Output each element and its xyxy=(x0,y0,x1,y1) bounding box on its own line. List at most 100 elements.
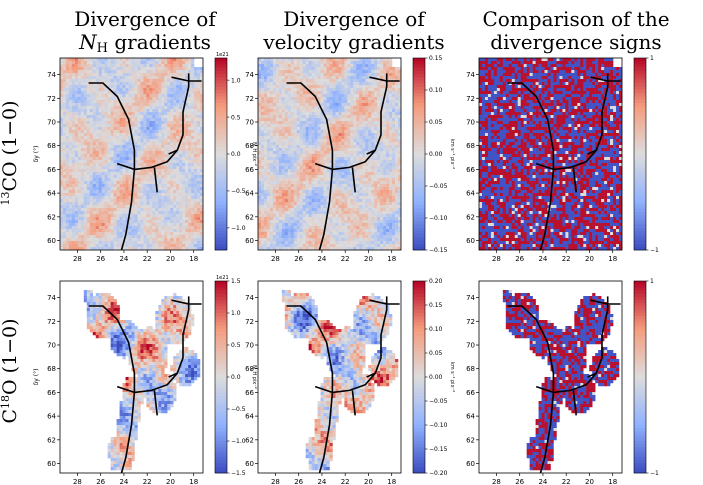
heatmap-cell xyxy=(188,187,192,191)
heatmap-cell xyxy=(305,244,309,248)
heatmap-cell xyxy=(335,94,339,98)
heatmap-cell xyxy=(329,217,333,221)
heatmap-cell xyxy=(68,220,73,224)
heatmap-cell xyxy=(86,88,91,92)
heatmap-cell xyxy=(119,196,123,200)
heatmap-cell xyxy=(299,112,303,116)
heatmap-cell xyxy=(338,133,342,137)
heatmap-cell xyxy=(326,106,330,110)
heatmap-cell xyxy=(266,100,271,104)
heatmap-cell xyxy=(326,109,330,113)
heatmap-cell xyxy=(170,244,174,248)
heatmap-cell xyxy=(155,214,159,218)
heatmap-cell xyxy=(299,181,303,185)
heatmap-cell xyxy=(263,142,268,146)
heatmap-cell xyxy=(176,178,180,182)
heatmap-cell xyxy=(260,175,265,179)
heatmap-cell xyxy=(65,223,70,227)
heatmap-cell xyxy=(314,130,318,134)
heatmap-cell xyxy=(302,160,306,164)
heatmap-cell xyxy=(77,70,82,74)
heatmap-cell xyxy=(158,217,162,221)
heatmap-cell xyxy=(293,97,297,101)
heatmap-cell xyxy=(317,241,321,245)
heatmap-cell xyxy=(71,106,76,110)
heatmap-cell xyxy=(314,136,318,140)
heatmap-cell xyxy=(182,193,186,197)
heatmap-cell xyxy=(89,163,94,167)
heatmap-cell xyxy=(62,133,67,137)
heatmap-cell xyxy=(200,124,204,128)
heatmap-cell xyxy=(311,172,315,176)
heatmap-cell xyxy=(158,91,162,95)
heatmap-cell xyxy=(197,67,201,71)
heatmap-cell xyxy=(60,73,64,77)
heatmap-cell xyxy=(125,190,129,194)
heatmap-cell xyxy=(314,238,318,242)
heatmap-cell xyxy=(188,211,192,215)
heatmap-cell xyxy=(170,67,174,71)
heatmap-cell xyxy=(284,88,289,92)
heatmap-cell xyxy=(110,97,114,101)
heatmap-cell xyxy=(173,154,177,158)
heatmap-cell xyxy=(266,178,271,182)
heatmap-cell xyxy=(164,88,168,92)
heatmap-cell xyxy=(98,100,102,104)
heatmap-cell xyxy=(335,64,339,68)
heatmap-cell xyxy=(71,193,76,197)
heatmap-cell xyxy=(62,58,67,62)
heatmap-cell xyxy=(170,91,174,95)
heatmap-cell xyxy=(143,181,147,185)
heatmap-cell xyxy=(260,154,265,158)
heatmap-cell xyxy=(332,178,336,182)
heatmap-cell xyxy=(258,175,262,179)
heatmap-cell xyxy=(272,172,277,176)
heatmap-cell xyxy=(272,139,277,143)
heatmap-cell xyxy=(194,160,198,164)
heatmap-cell xyxy=(182,238,186,242)
heatmap-cell xyxy=(275,124,280,128)
heatmap-cell xyxy=(122,130,126,134)
heatmap-cell xyxy=(167,127,171,131)
heatmap-cell xyxy=(71,64,76,68)
heatmap-cell xyxy=(110,73,114,77)
heatmap-cell xyxy=(323,217,327,221)
heatmap-cell xyxy=(83,82,88,86)
heatmap-cell xyxy=(260,199,265,203)
heatmap-cell xyxy=(155,142,159,146)
heatmap-cell xyxy=(107,160,111,164)
heatmap-cell xyxy=(167,58,171,62)
heatmap-cell xyxy=(305,190,309,194)
heatmap-cell xyxy=(314,229,318,233)
heatmap-cell xyxy=(200,235,204,239)
heatmap-cell xyxy=(158,115,162,119)
heatmap-cell xyxy=(194,109,198,113)
heatmap-cell xyxy=(77,145,82,149)
heatmap-cell xyxy=(278,109,283,113)
heatmap-cell xyxy=(77,166,82,170)
heatmap-cell xyxy=(158,202,162,206)
heatmap-cell xyxy=(65,67,70,71)
heatmap-cell xyxy=(284,85,289,89)
heatmap-cell xyxy=(101,163,105,167)
heatmap-cell xyxy=(335,127,339,131)
heatmap-cell xyxy=(332,148,336,152)
heatmap-cell xyxy=(332,73,336,77)
heatmap-cell xyxy=(170,64,174,68)
heatmap-cell xyxy=(314,67,318,71)
heatmap-cell xyxy=(311,85,315,89)
heatmap-cell xyxy=(335,223,339,227)
heatmap-cell xyxy=(258,238,262,242)
heatmap-cell xyxy=(335,142,339,146)
heatmap-cell xyxy=(305,217,309,221)
heatmap-cell xyxy=(263,151,268,155)
heatmap-cell xyxy=(305,136,309,140)
heatmap-cell xyxy=(179,163,183,167)
heatmap-cell xyxy=(284,235,289,239)
heatmap-cell xyxy=(60,94,64,98)
heatmap-cell xyxy=(323,121,327,125)
heatmap-cell xyxy=(293,139,297,143)
heatmap-cell xyxy=(296,223,300,227)
heatmap-cell xyxy=(89,217,94,221)
heatmap-cell xyxy=(167,67,171,71)
